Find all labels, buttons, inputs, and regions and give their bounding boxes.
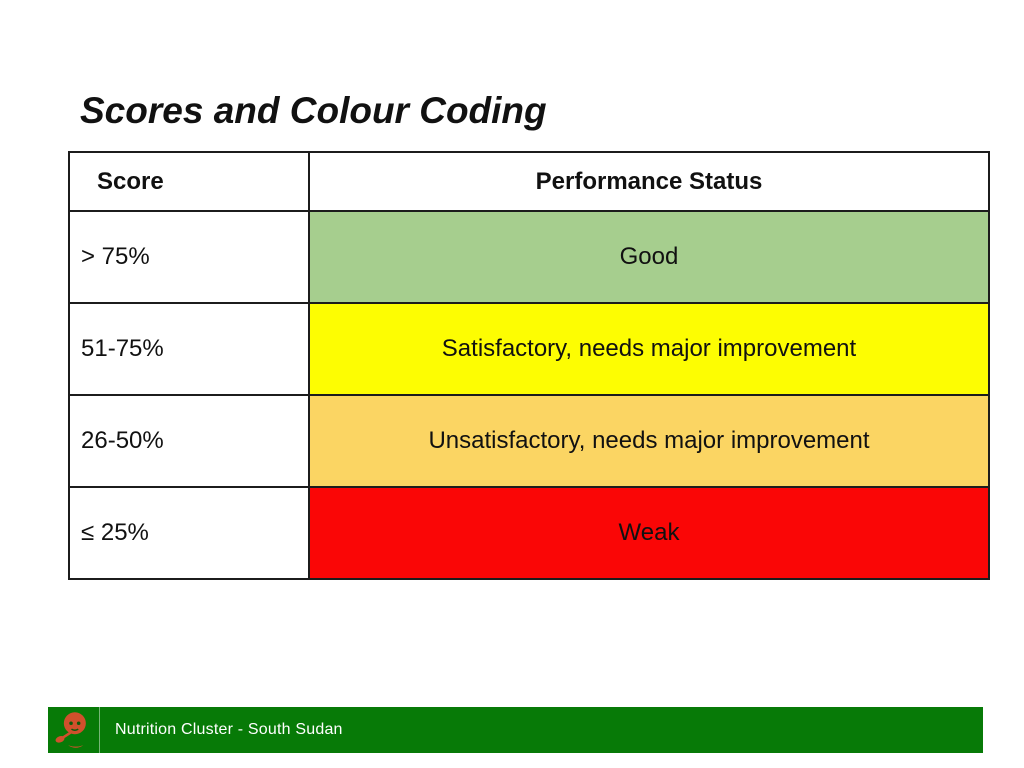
score-value: ≤ 25% xyxy=(68,486,310,580)
score-value: 51-75% xyxy=(68,302,310,396)
status-value-weak: Weak xyxy=(308,486,990,580)
column-header-score: Score xyxy=(68,151,310,212)
status-value-unsatisfactory: Unsatisfactory, needs major improvement xyxy=(308,394,990,488)
score-colour-table: Score Performance Status > 75% Good 51-7… xyxy=(68,151,990,580)
footer-bar: Nutrition Cluster - South Sudan xyxy=(48,707,983,753)
table-header-row: Score Performance Status xyxy=(68,151,990,212)
score-value: > 75% xyxy=(68,210,310,304)
score-value: 26-50% xyxy=(68,394,310,488)
column-header-performance-status: Performance Status xyxy=(308,151,990,212)
table-row: ≤ 25% Weak xyxy=(68,486,990,580)
slide-title: Scores and Colour Coding xyxy=(80,90,547,131)
status-value-satisfactory: Satisfactory, needs major improvement xyxy=(308,302,990,396)
table-row: 26-50% Unsatisfactory, needs major impro… xyxy=(68,394,990,488)
footer-logo-box xyxy=(48,707,100,753)
footer-label: Nutrition Cluster - South Sudan xyxy=(115,721,343,738)
nutrition-cluster-logo-icon xyxy=(55,712,86,748)
table-row: 51-75% Satisfactory, needs major improve… xyxy=(68,302,990,396)
status-value-good: Good xyxy=(308,210,990,304)
table-row: > 75% Good xyxy=(68,210,990,304)
